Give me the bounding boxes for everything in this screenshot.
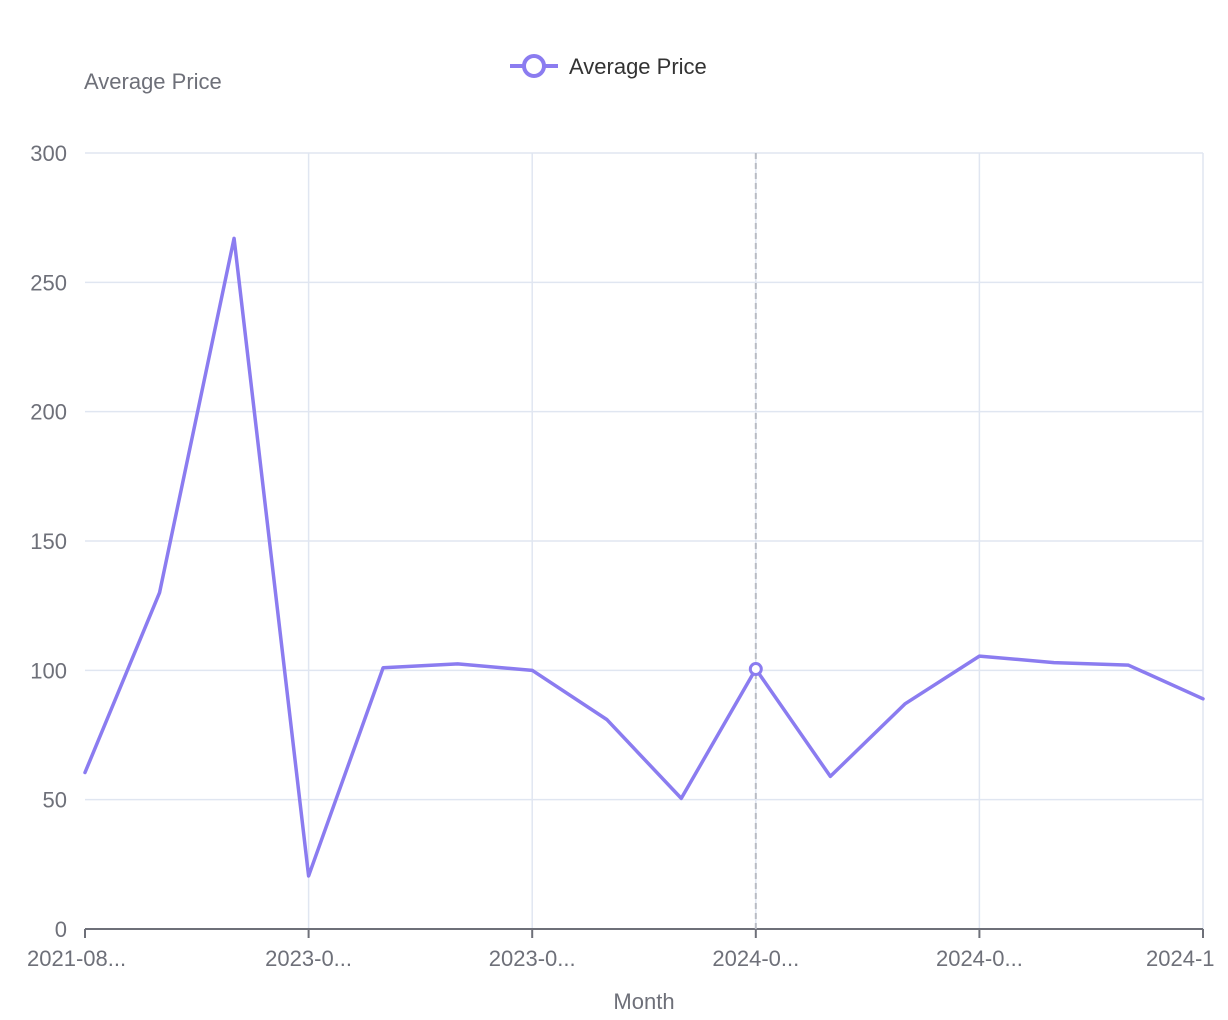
y-tick-label: 300 [30, 141, 67, 166]
series-line-average-price [83, 236, 1205, 878]
y-tick-label: 150 [30, 529, 67, 554]
y-axis: 0 50 100 150 200 250 300 [30, 141, 67, 942]
x-tick-label: 2023-0... [265, 946, 352, 971]
y-tick-label: 50 [43, 788, 67, 813]
x-axis: 2021-08... 2023-0... 2023-0... 2024-0... 202… [27, 928, 1215, 971]
x-tick-label: 2024-1 [1146, 946, 1215, 971]
y-tick-label: 100 [30, 658, 67, 683]
y-tick-label: 200 [30, 400, 67, 425]
y-tick-label: 250 [30, 270, 67, 295]
x-tick-label: 2021-08... [27, 946, 126, 971]
legend-label: Average Price [569, 54, 707, 79]
x-tick-label: 2024-0... [712, 946, 799, 971]
y-tick-label: 0 [55, 917, 67, 942]
x-axis-title: Month [613, 989, 674, 1014]
legend[interactable]: Average Price [510, 54, 707, 79]
x-tick-label: 2023-0... [489, 946, 576, 971]
y-axis-title: Average Price [84, 69, 222, 94]
highlighted-data-point [748, 662, 763, 677]
legend-marker-icon [522, 54, 546, 78]
grid [85, 152, 1204, 929]
x-tick-label: 2024-0... [936, 946, 1023, 971]
series [83, 153, 1205, 929]
